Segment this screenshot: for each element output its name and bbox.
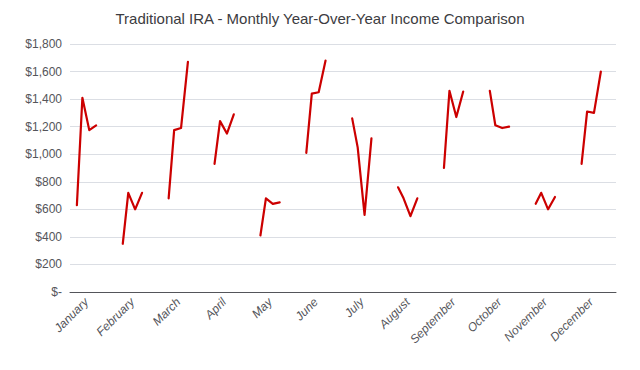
svg-text:May: May [249,294,276,321]
svg-text:April: April [202,295,230,323]
svg-text:$1,400: $1,400 [25,92,62,106]
svg-text:September: September [407,294,459,346]
svg-text:July: July [341,294,367,320]
svg-text:$600: $600 [35,202,62,216]
svg-text:$-: $- [51,285,62,299]
svg-text:$1,200: $1,200 [25,120,62,134]
svg-text:August: August [376,295,413,332]
svg-text:October: October [464,294,505,335]
svg-text:March: March [150,295,184,329]
svg-text:$400: $400 [35,230,62,244]
svg-text:$200: $200 [35,257,62,271]
svg-text:$1,800: $1,800 [25,37,62,51]
svg-text:June: June [292,295,321,324]
svg-text:December: December [547,294,597,344]
svg-text:$1,600: $1,600 [25,65,62,79]
svg-text:November: November [501,294,551,344]
svg-text:$1,000: $1,000 [25,147,62,161]
svg-text:January: January [51,294,92,335]
svg-text:Traditional IRA - Monthly Year: Traditional IRA - Monthly Year-Over-Year… [115,10,524,27]
svg-text:February: February [94,294,139,339]
svg-text:$800: $800 [35,175,62,189]
